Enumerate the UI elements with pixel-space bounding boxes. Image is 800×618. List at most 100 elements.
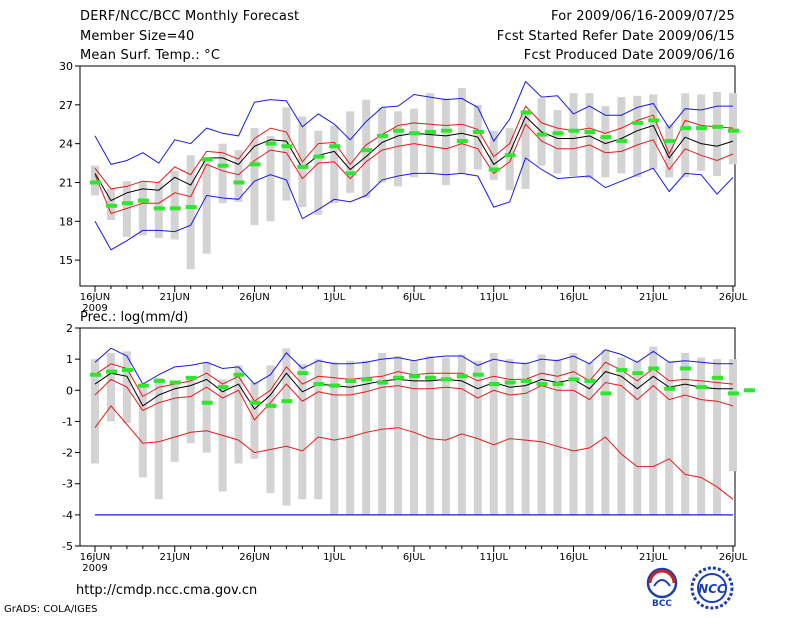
observed-marker <box>536 382 548 387</box>
series-line-mean <box>94 371 733 410</box>
spread-bar <box>394 356 403 515</box>
observed-marker <box>201 400 213 405</box>
spread-bar <box>553 359 562 515</box>
y-tick-label: -3 <box>62 478 73 491</box>
observed-marker <box>393 375 405 380</box>
observed-marker <box>743 388 755 393</box>
spread-bar <box>553 110 562 174</box>
spread-bar <box>138 181 147 236</box>
spread-bar <box>138 384 147 478</box>
observed-marker <box>313 382 325 387</box>
observed-marker <box>105 203 117 208</box>
observed-marker <box>440 128 452 133</box>
observed-marker <box>345 171 357 176</box>
observed-marker <box>664 139 676 144</box>
observed-marker <box>488 167 500 172</box>
spread-bar <box>681 352 690 515</box>
y-tick-label: 24 <box>59 138 73 151</box>
observed-marker <box>121 201 133 206</box>
observed-marker <box>424 375 436 380</box>
spread-bar <box>617 357 626 515</box>
series-line-lower <box>94 378 734 421</box>
forecast-produced-date: Fcst Produced Date 2009/06/16 <box>523 48 735 63</box>
member-size-label: Member Size=40 <box>80 29 195 44</box>
observed-marker <box>377 133 389 138</box>
website-url[interactable]: http://cmdp.ncc.cma.gov.cn <box>76 583 258 598</box>
observed-marker <box>185 205 197 210</box>
series-line-upper <box>94 105 734 190</box>
spread-bar <box>441 98 450 186</box>
spread-bar <box>489 352 498 515</box>
spread-bar <box>362 360 371 515</box>
spread-bar <box>681 93 690 178</box>
observed-marker <box>536 132 548 137</box>
observed-marker <box>201 157 213 162</box>
observed-marker <box>233 372 245 377</box>
spread-bar <box>282 348 291 506</box>
x-tick-label: 26JUL <box>719 292 748 303</box>
observed-marker <box>456 374 468 379</box>
forecast-started-date: Fcst Started Refer Date 2009/06/15 <box>496 29 735 44</box>
observed-marker <box>169 206 181 211</box>
spread-bar <box>505 128 514 191</box>
y-tick-label: 27 <box>59 99 73 112</box>
observed-marker <box>568 377 580 382</box>
panel-title: Prec.: log(mm/d) <box>80 310 188 325</box>
spread-bar <box>601 349 610 515</box>
observed-marker <box>648 366 660 371</box>
spread-bar <box>250 128 259 226</box>
observed-marker <box>712 375 724 380</box>
observed-marker <box>584 130 596 134</box>
spread-bar <box>394 111 403 187</box>
observed-marker <box>361 377 373 382</box>
observed-marker <box>568 128 580 133</box>
observed-marker <box>153 378 165 383</box>
observed-marker <box>297 164 309 169</box>
observed-marker <box>137 198 149 203</box>
observed-marker <box>680 126 692 131</box>
x-tick-label: 6JUL <box>403 292 426 303</box>
x-tick-label: 21JUN <box>160 552 190 563</box>
observed-marker <box>616 139 628 144</box>
y-tick-label: -4 <box>62 509 73 522</box>
observed-marker <box>169 380 181 385</box>
spread-bar <box>425 356 434 515</box>
x-tick-label: 11JUL <box>479 292 508 303</box>
spread-bar <box>633 360 642 515</box>
series-line-min <box>94 157 734 251</box>
spread-bar <box>250 382 259 459</box>
observed-marker <box>552 382 564 387</box>
observed-marker <box>728 391 739 396</box>
observed-marker <box>472 372 484 377</box>
spread-bar <box>298 363 307 500</box>
x-tick-label: 16JUN <box>80 292 110 303</box>
y-tick-label: 0 <box>66 384 73 397</box>
observed-marker <box>712 124 724 129</box>
observed-marker <box>696 126 708 131</box>
spread-bar <box>91 359 99 464</box>
spread-bar <box>729 359 737 472</box>
spread-bar <box>521 110 530 189</box>
observed-marker <box>680 366 692 371</box>
series-line-lower <box>94 123 734 215</box>
observed-marker <box>265 403 277 408</box>
observed-marker <box>552 131 564 136</box>
observed-marker <box>217 163 229 168</box>
observed-marker <box>616 368 628 373</box>
observed-marker <box>424 130 436 134</box>
spread-bar <box>346 360 355 515</box>
grads-credit: GrADS: COLA/IGES <box>4 604 98 615</box>
spread-bar <box>713 359 722 515</box>
spread-bar <box>154 377 163 500</box>
y-tick-label: 2 <box>66 322 73 335</box>
spread-bar <box>330 125 339 204</box>
observed-marker <box>520 378 532 383</box>
y-tick-label: 18 <box>59 215 73 228</box>
observed-marker <box>648 118 660 123</box>
x-tick-label: 21JUL <box>639 292 668 303</box>
observed-marker <box>217 385 229 390</box>
y-tick-label: 30 <box>59 60 73 73</box>
observed-marker <box>281 399 293 404</box>
x-tick-label: 16JUL <box>559 552 588 563</box>
observed-marker <box>345 378 357 383</box>
